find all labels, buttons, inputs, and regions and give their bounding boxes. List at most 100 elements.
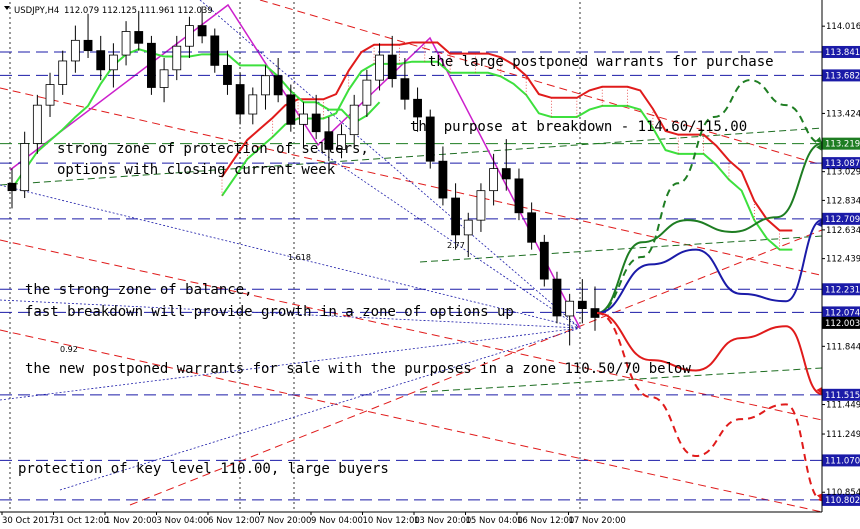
candle-body-45 (577, 300, 587, 309)
level-tag-box-2 (822, 137, 860, 150)
projection-down-dashed (596, 312, 823, 502)
projection-up-dashed (596, 79, 823, 315)
red-channel-line-2 (129, 229, 823, 506)
price-tick-label-2: 113.029 (826, 168, 860, 178)
candle-body-0 (7, 182, 17, 192)
time-tick-label-3: 3 Nov 04:00 (157, 516, 209, 525)
level-tag-box-3 (822, 157, 860, 170)
candle-body-19 (248, 94, 258, 115)
projection-up-navy (596, 219, 823, 315)
projection-arrowhead-up-dashed (815, 136, 822, 144)
candle-body-31 (400, 78, 410, 100)
time-tick-label-0: 30 Oct 2017 (2, 516, 55, 525)
level-tag-label-6: 112.074 (825, 308, 860, 318)
candle-body-2 (32, 104, 42, 144)
price-tick-label-6: 111.844 (826, 342, 860, 352)
candle-body-12 (159, 69, 169, 88)
candle-body-18 (235, 84, 245, 115)
symbol-label: USDJPY,H4 (14, 6, 59, 16)
annotation-layer: the large postponed warrants for purchas… (18, 54, 774, 477)
candle-body-37 (476, 190, 486, 221)
fib-fan-line-0 (0, 184, 581, 329)
level-tag-label-4: 112.709 (825, 215, 860, 225)
level-tag-box-7 (822, 316, 860, 329)
candle-body-11 (147, 42, 156, 88)
candle-body-26 (337, 134, 346, 150)
candle-body-21 (273, 75, 283, 96)
time-tick-label-2: 1 Nov 20:00 (105, 516, 157, 525)
candle-body-16 (210, 35, 220, 66)
candle-body-30 (387, 54, 397, 80)
level-tag-label-3: 113.087 (825, 159, 860, 169)
candle-body-13 (172, 45, 182, 71)
projection-arrowhead-up-solid (816, 143, 822, 151)
candle-body-36 (463, 219, 473, 236)
level-tag-label-2: 113.219 (825, 140, 860, 150)
cloud-span-a (221, 41, 793, 232)
candle-body-5 (70, 39, 80, 62)
annotation-purpose-breakdown: the purpose at breakdown - 114.60/115.00 (410, 119, 747, 135)
fib-fan-line-1 (0, 299, 581, 329)
candle-body-42 (539, 241, 549, 280)
collapse-triangle-icon[interactable] (4, 6, 10, 10)
candle-body-27 (349, 104, 359, 136)
red-channel-line-4 (259, 0, 823, 166)
candle-layer (7, 6, 600, 346)
candle-body-25 (324, 131, 334, 150)
level-tag-box-4 (822, 212, 860, 225)
price-tick-label-8: 111.249 (826, 430, 860, 440)
red-channel-line-1 (0, 239, 823, 421)
annotation-key-level: protection of key level 110.00, large bu… (18, 461, 389, 477)
fib-label-1618: 1.618 (288, 253, 311, 262)
annotation-warrants-purchase: the large postponed warrants for purchas… (428, 54, 774, 70)
time-tick-label-6: 9 Nov 04:00 (311, 516, 363, 525)
price-tick-label-9: 110.854 (826, 488, 860, 498)
red-channel-line-3 (0, 329, 823, 513)
fib-fan-line-2 (59, 327, 581, 491)
candle-body-7 (96, 50, 106, 71)
fib-fan-line-4 (317, 149, 581, 329)
candle-body-22 (286, 94, 296, 125)
time-tick-label-11: 17 Nov 20:00 (569, 516, 626, 525)
level-tag-box-6 (822, 306, 860, 319)
level-tag-label-7: 112.003 (825, 319, 860, 329)
price-tick-label-7: 111.449 (826, 401, 860, 411)
annotation-warrants-sale: the new postponed warrants for sale with… (25, 361, 691, 377)
candle-body-3 (45, 84, 55, 106)
green-channel-line-2 (419, 367, 823, 393)
candle-body-8 (108, 54, 118, 71)
level-tag-label-8: 111.515 (825, 391, 860, 401)
price-tick-label-0: 114.016 (826, 22, 860, 32)
candle-body-40 (514, 178, 524, 214)
candle-body-44 (565, 300, 575, 317)
level-layer (0, 51, 822, 501)
time-tick-label-4: 6 Nov 12:00 (208, 516, 260, 525)
fib-fan-line-3 (0, 327, 581, 401)
projection-down-solid (596, 312, 823, 396)
candle-body-39 (501, 168, 511, 180)
time-tick-label-1: 31 Oct 12:00 (54, 516, 109, 525)
candle-body-32 (413, 98, 422, 118)
candle-body-20 (261, 75, 270, 96)
fib-label-277: 2.77 (447, 241, 465, 250)
time-tick-label-10: 16 Nov 12:00 (517, 516, 574, 525)
kijun-line (11, 48, 381, 190)
level-tag-box-0 (822, 45, 860, 58)
candle-body-15 (197, 25, 207, 37)
projection-layer (596, 79, 823, 502)
level-tag-box-1 (822, 69, 860, 82)
price-axis: 113.841 113.682 113.219 113.087 112.709 112.2… (821, 0, 860, 512)
candle-body-4 (58, 60, 68, 85)
level-tag-label-9: 111.070 (825, 456, 860, 466)
price-tick-label-3: 112.834 (826, 196, 860, 206)
time-tick-label-8: 13 Nov 20:00 (414, 516, 471, 525)
candle-body-33 (425, 116, 435, 162)
projection-arrowhead-down-solid (816, 387, 822, 395)
candle-body-41 (527, 212, 537, 243)
green-channel-line-0 (0, 127, 823, 186)
annotation-balance-1: the strong zone of balance, (25, 282, 253, 298)
price-tick-label-1: 113.424 (826, 109, 860, 119)
candle-body-24 (311, 113, 321, 133)
